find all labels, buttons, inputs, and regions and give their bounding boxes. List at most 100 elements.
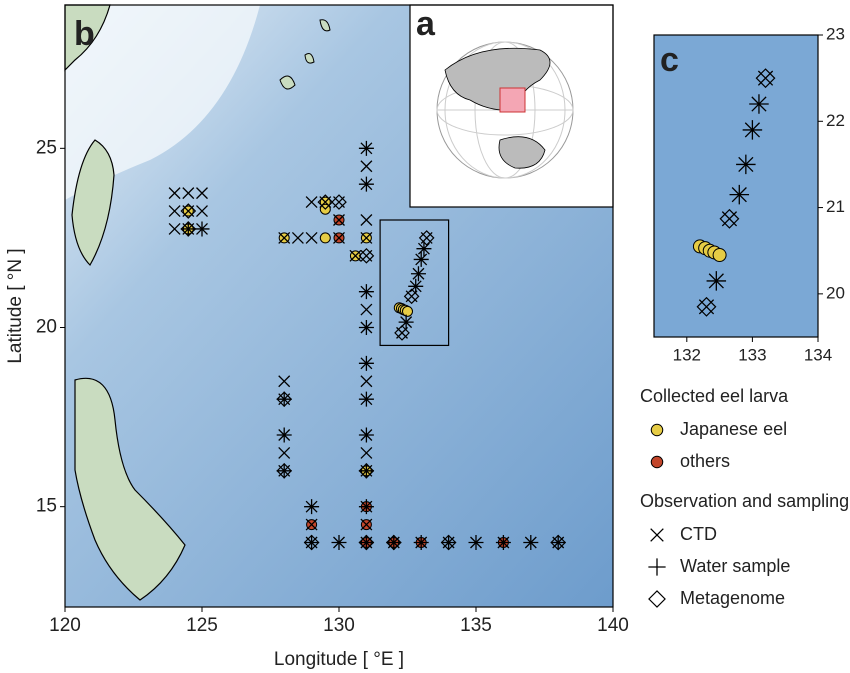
water-sample-point — [358, 355, 374, 371]
y-tick-label: 20 — [36, 317, 57, 338]
x-tick-label: 120 — [49, 615, 81, 636]
panel-label: b — [74, 15, 95, 53]
water-sample-point — [304, 499, 320, 515]
water-sample-point — [729, 184, 750, 205]
ctd-point — [360, 518, 373, 531]
ctd-point — [168, 205, 181, 218]
metagenome-point — [180, 203, 197, 219]
water-sample-point — [180, 221, 196, 237]
water-sample-point — [358, 499, 374, 515]
y-tick-label: 20 — [826, 283, 845, 302]
legend-marker — [648, 590, 666, 608]
metagenome-point — [696, 296, 717, 317]
legend-title: Collected eel larva — [640, 386, 789, 406]
ctd-point — [291, 231, 304, 244]
legend-label: Metagenome — [680, 588, 785, 608]
ctd-point — [360, 375, 373, 388]
legend-marker — [648, 558, 666, 576]
water-sample-point — [358, 176, 374, 192]
ctd-point — [278, 231, 291, 244]
map-c-background — [654, 35, 818, 337]
metagenome-point — [550, 534, 567, 551]
ctd-point — [168, 187, 181, 200]
water-sample-point — [523, 535, 539, 550]
legend-label: others — [680, 451, 730, 471]
water-sample-point — [495, 535, 511, 550]
water-sample-point — [358, 463, 374, 479]
x-tick-label: 140 — [597, 615, 629, 636]
x-tick-label: 133 — [738, 345, 766, 364]
metagenome-point — [358, 462, 375, 479]
water-sample-point — [416, 241, 432, 257]
water-sample-point — [276, 427, 292, 443]
metagenome-point — [276, 391, 293, 408]
ctd-point — [305, 518, 318, 531]
ctd-point — [349, 249, 362, 262]
y-tick-label: 15 — [36, 496, 57, 517]
ctd-point — [360, 214, 373, 226]
ctd-point — [360, 160, 373, 173]
legend-marker — [650, 423, 664, 437]
y-tick-label: 25 — [36, 137, 57, 158]
metagenome-point — [303, 534, 320, 551]
water-sample-point — [358, 140, 374, 156]
ctd-point — [278, 446, 291, 459]
metagenome-point — [180, 221, 197, 237]
x-tick-label: 130 — [323, 615, 355, 636]
metagenome-point — [418, 230, 435, 246]
water-sample-point — [413, 251, 429, 267]
water-sample-point — [550, 535, 566, 550]
y-tick-label: 23 — [826, 24, 845, 43]
water-sample-point — [408, 278, 424, 294]
water-sample-point — [410, 266, 426, 282]
zoom-box — [379, 219, 450, 347]
ctd-point — [305, 231, 318, 244]
x-tick-label: 134 — [804, 345, 832, 364]
y-tick-label: 22 — [826, 111, 845, 130]
metagenome-point — [440, 534, 457, 551]
metagenome-point — [719, 208, 740, 229]
water-sample-point — [304, 535, 320, 550]
water-sample-point — [468, 535, 484, 550]
y-axis-label: Latitude [ °N ] — [5, 248, 26, 363]
x-axis-label: Longitude [ °E ] — [274, 649, 404, 670]
water-sample-point — [358, 391, 374, 407]
ctd-point — [182, 187, 195, 200]
eel-larva-point — [712, 248, 727, 263]
x-tick-label: 135 — [460, 615, 492, 636]
metagenome-point — [317, 194, 334, 210]
water-sample-point — [749, 94, 769, 114]
ctd-point — [360, 231, 373, 244]
water-sample-point — [276, 391, 292, 407]
ctd-point — [196, 187, 208, 200]
metagenome-point — [394, 325, 410, 341]
water-sample-point — [706, 271, 727, 291]
ctd-point — [360, 303, 373, 316]
water-sample-point — [194, 221, 210, 237]
y-tick-label: 21 — [826, 197, 845, 216]
metagenome-point — [385, 534, 402, 551]
legend-label: CTD — [680, 524, 717, 544]
legend-label: Japanese eel — [680, 419, 787, 439]
water-sample-point — [441, 535, 457, 550]
metagenome-point — [358, 534, 375, 551]
ctd-point — [168, 222, 181, 235]
water-sample-point — [358, 535, 374, 550]
water-sample-point — [736, 154, 756, 175]
metagenome-point — [331, 194, 347, 210]
ctd-point — [333, 214, 345, 226]
metagenome-point — [276, 462, 293, 479]
water-sample-point — [413, 535, 429, 550]
ctd-point — [333, 231, 345, 244]
metagenome-point — [755, 68, 776, 89]
ctd-point — [360, 446, 373, 459]
water-sample-point — [358, 427, 374, 443]
water-sample-point — [386, 535, 402, 550]
ctd-point — [305, 196, 318, 209]
water-sample-point — [742, 120, 763, 140]
ctd-point — [196, 205, 208, 218]
legend-title: Observation and sampling — [640, 491, 849, 511]
legend-marker — [650, 528, 664, 542]
water-sample-point — [276, 463, 292, 479]
